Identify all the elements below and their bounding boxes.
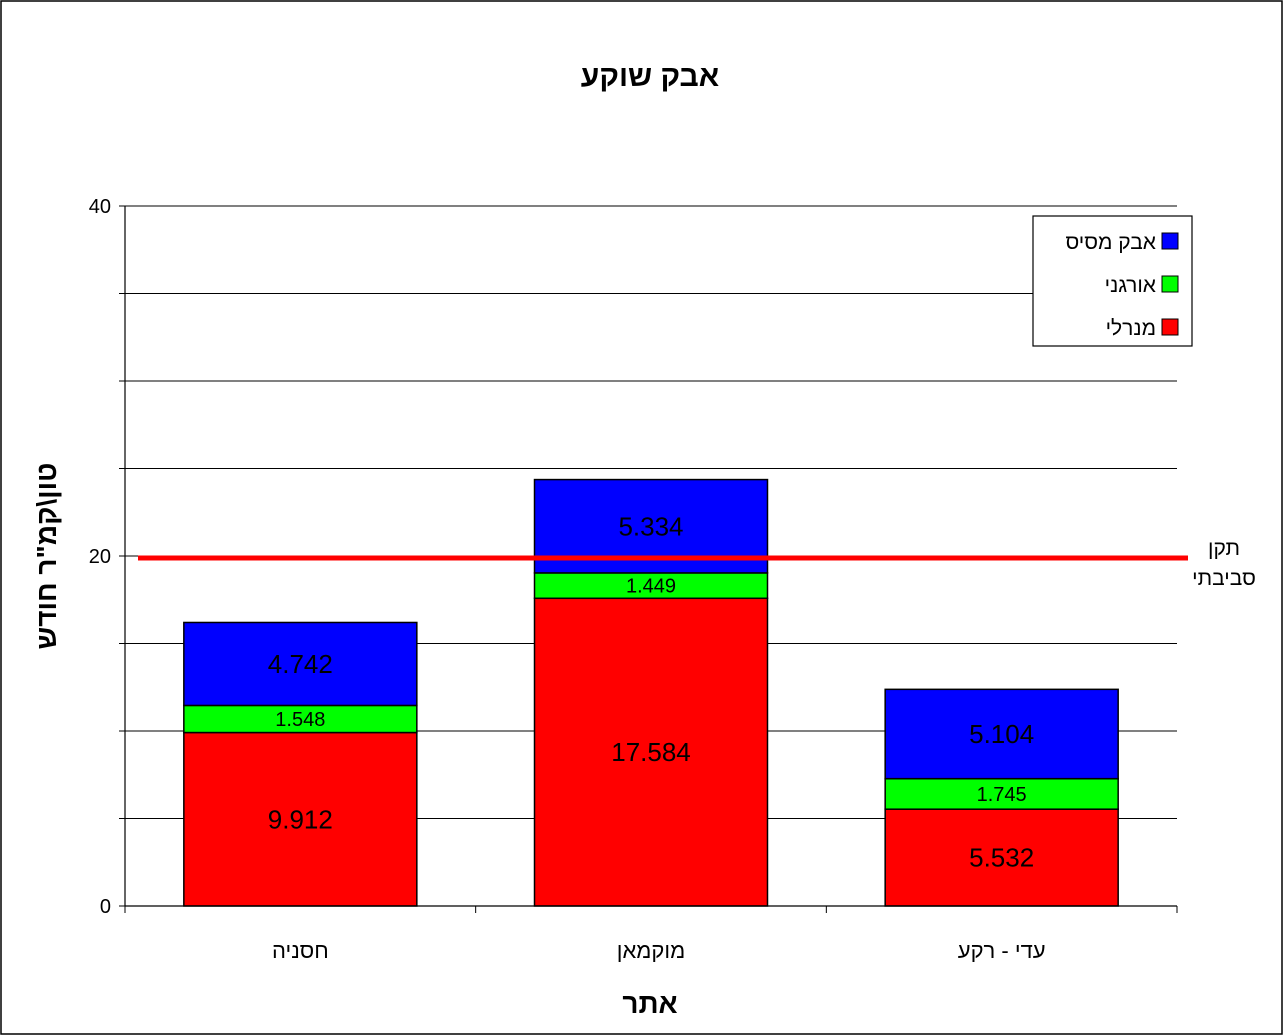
legend-swatch (1161, 275, 1179, 293)
axes: 0 20 40 חסניה מוקמאן עדי - רקע (89, 196, 1178, 963)
legend-label: מנרלי (1106, 317, 1156, 340)
x-category-label: מוקמאן (617, 938, 685, 963)
y-tick-label: 0 (100, 896, 111, 918)
data-label: 5.334 (618, 511, 683, 541)
x-axis-title: אתר (622, 988, 677, 1019)
bar-segment (183, 621, 418, 707)
data-label: 9.912 (268, 804, 333, 834)
bar-segment (884, 777, 1119, 810)
legend: אבק מסיס אורגני מנרלי (1032, 215, 1193, 347)
reference-line-label: סביבתי (1192, 567, 1256, 590)
data-label: 5.532 (969, 843, 1034, 873)
data-label: 4.742 (268, 649, 333, 679)
legend-label: אורגני (1105, 274, 1156, 297)
chart-title: אבק שוקע (581, 60, 719, 93)
data-label: 5.104 (969, 719, 1034, 749)
bar-segment (183, 704, 418, 734)
data-label: 1.449 (626, 576, 676, 598)
legend-label: אבק מסיס (1065, 231, 1156, 254)
x-category-label: חסניה (272, 938, 329, 963)
x-category-label: עדי - רקע (958, 938, 1046, 963)
data-label: 1.745 (977, 784, 1027, 806)
bars (183, 478, 1119, 907)
bar-segment (884, 808, 1119, 907)
y-tick-label: 40 (89, 196, 111, 218)
legend-swatch (1161, 318, 1179, 336)
y-axis-title: טון\קמ"ר חודש (31, 463, 62, 650)
y-tick-label: 20 (89, 546, 111, 568)
data-label: 17.584 (611, 737, 691, 767)
bar-segment (533, 597, 769, 907)
bar-segment (183, 731, 418, 907)
legend-swatch (1161, 232, 1179, 250)
data-labels: 9.912 1.548 4.742 17.584 1.449 5.334 5.532 1.74… (268, 511, 1034, 872)
reference-line-group: תקן סביבתי (138, 537, 1256, 590)
data-label: 1.548 (275, 709, 325, 731)
reference-line-label: תקן (1208, 537, 1240, 560)
bar-segment (884, 688, 1119, 780)
